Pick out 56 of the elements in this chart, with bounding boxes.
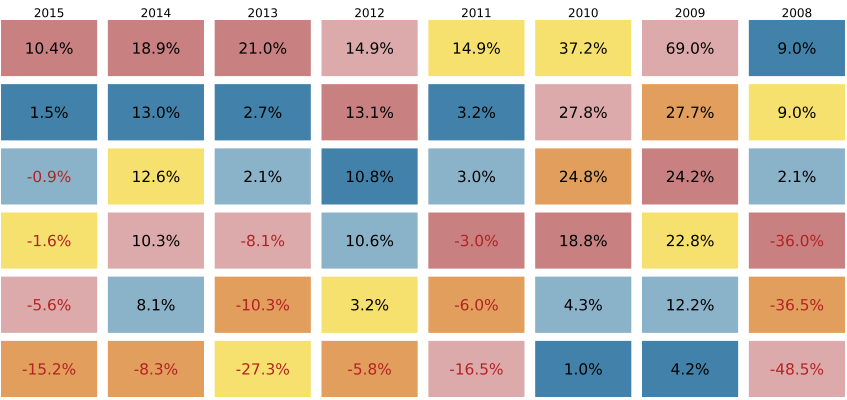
data-label: -48.5% [770, 363, 824, 375]
data-label: 1.5% [31, 106, 68, 118]
data-label: 69.0% [666, 42, 714, 54]
data-label: 22.8% [666, 234, 714, 246]
data-label: 10.3% [133, 234, 180, 246]
data-label: 27.8% [560, 106, 607, 118]
data-label: 10.8% [346, 170, 394, 182]
data-label: -5.6% [28, 298, 70, 311]
data-label: -6.0% [454, 298, 498, 311]
data-label: 2.1% [778, 170, 816, 182]
data-label: -5.8% [348, 363, 391, 375]
data-label: 13.1% [346, 106, 394, 118]
data-label: 4.3% [564, 298, 602, 311]
data-label: 13.0% [133, 106, 180, 118]
x-tick-label: 2011 [462, 8, 491, 18]
x-tick-label: 2013 [248, 8, 278, 18]
data-label: 21.0% [240, 42, 286, 54]
data-label: 10.4% [26, 42, 73, 54]
data-label: 4.2% [671, 363, 709, 375]
x-tick-label: 2008 [782, 8, 812, 18]
data-label: 8.1% [137, 298, 175, 311]
data-label: -10.3% [236, 298, 290, 311]
x-tick-label: 2010 [568, 8, 598, 18]
data-label: -0.9% [28, 170, 70, 182]
data-label: 3.2% [351, 298, 388, 311]
data-label: -36.0% [770, 234, 824, 246]
x-tick-label: 2015 [34, 8, 64, 18]
data-label: 12.6% [133, 170, 180, 182]
data-label: 2.7% [244, 106, 282, 118]
data-label: 18.9% [133, 42, 180, 54]
data-label: 3.0% [458, 170, 496, 182]
data-label: 9.0% [778, 106, 816, 118]
data-label: -15.2% [22, 363, 76, 375]
x-tick-label: 2009 [676, 8, 704, 18]
data-label: 24.2% [666, 170, 714, 182]
data-label: -8.1% [241, 234, 284, 246]
x-tick-label: 2014 [142, 8, 171, 18]
data-label: 2.1% [244, 170, 282, 182]
data-label: 1.0% [565, 363, 602, 375]
data-label: 3.2% [458, 106, 496, 118]
data-label: -16.5% [450, 363, 503, 375]
data-label: 14.9% [454, 42, 500, 54]
data-label: 12.2% [667, 298, 714, 311]
data-label: 27.7% [666, 106, 714, 118]
data-label: -36.5% [770, 298, 824, 311]
data-label: 18.8% [560, 234, 607, 246]
data-label: -27.3% [236, 363, 290, 375]
data-label: 14.9% [346, 42, 394, 54]
data-label: -3.0% [454, 234, 498, 246]
data-label: 37.2% [560, 42, 607, 54]
data-label: -1.6% [28, 234, 70, 246]
data-label: 9.0% [778, 42, 816, 54]
data-label: -8.3% [134, 363, 178, 375]
data-label: 24.8% [560, 170, 607, 182]
data-label: 10.6% [346, 234, 394, 246]
x-tick-label: 2012 [355, 8, 384, 18]
